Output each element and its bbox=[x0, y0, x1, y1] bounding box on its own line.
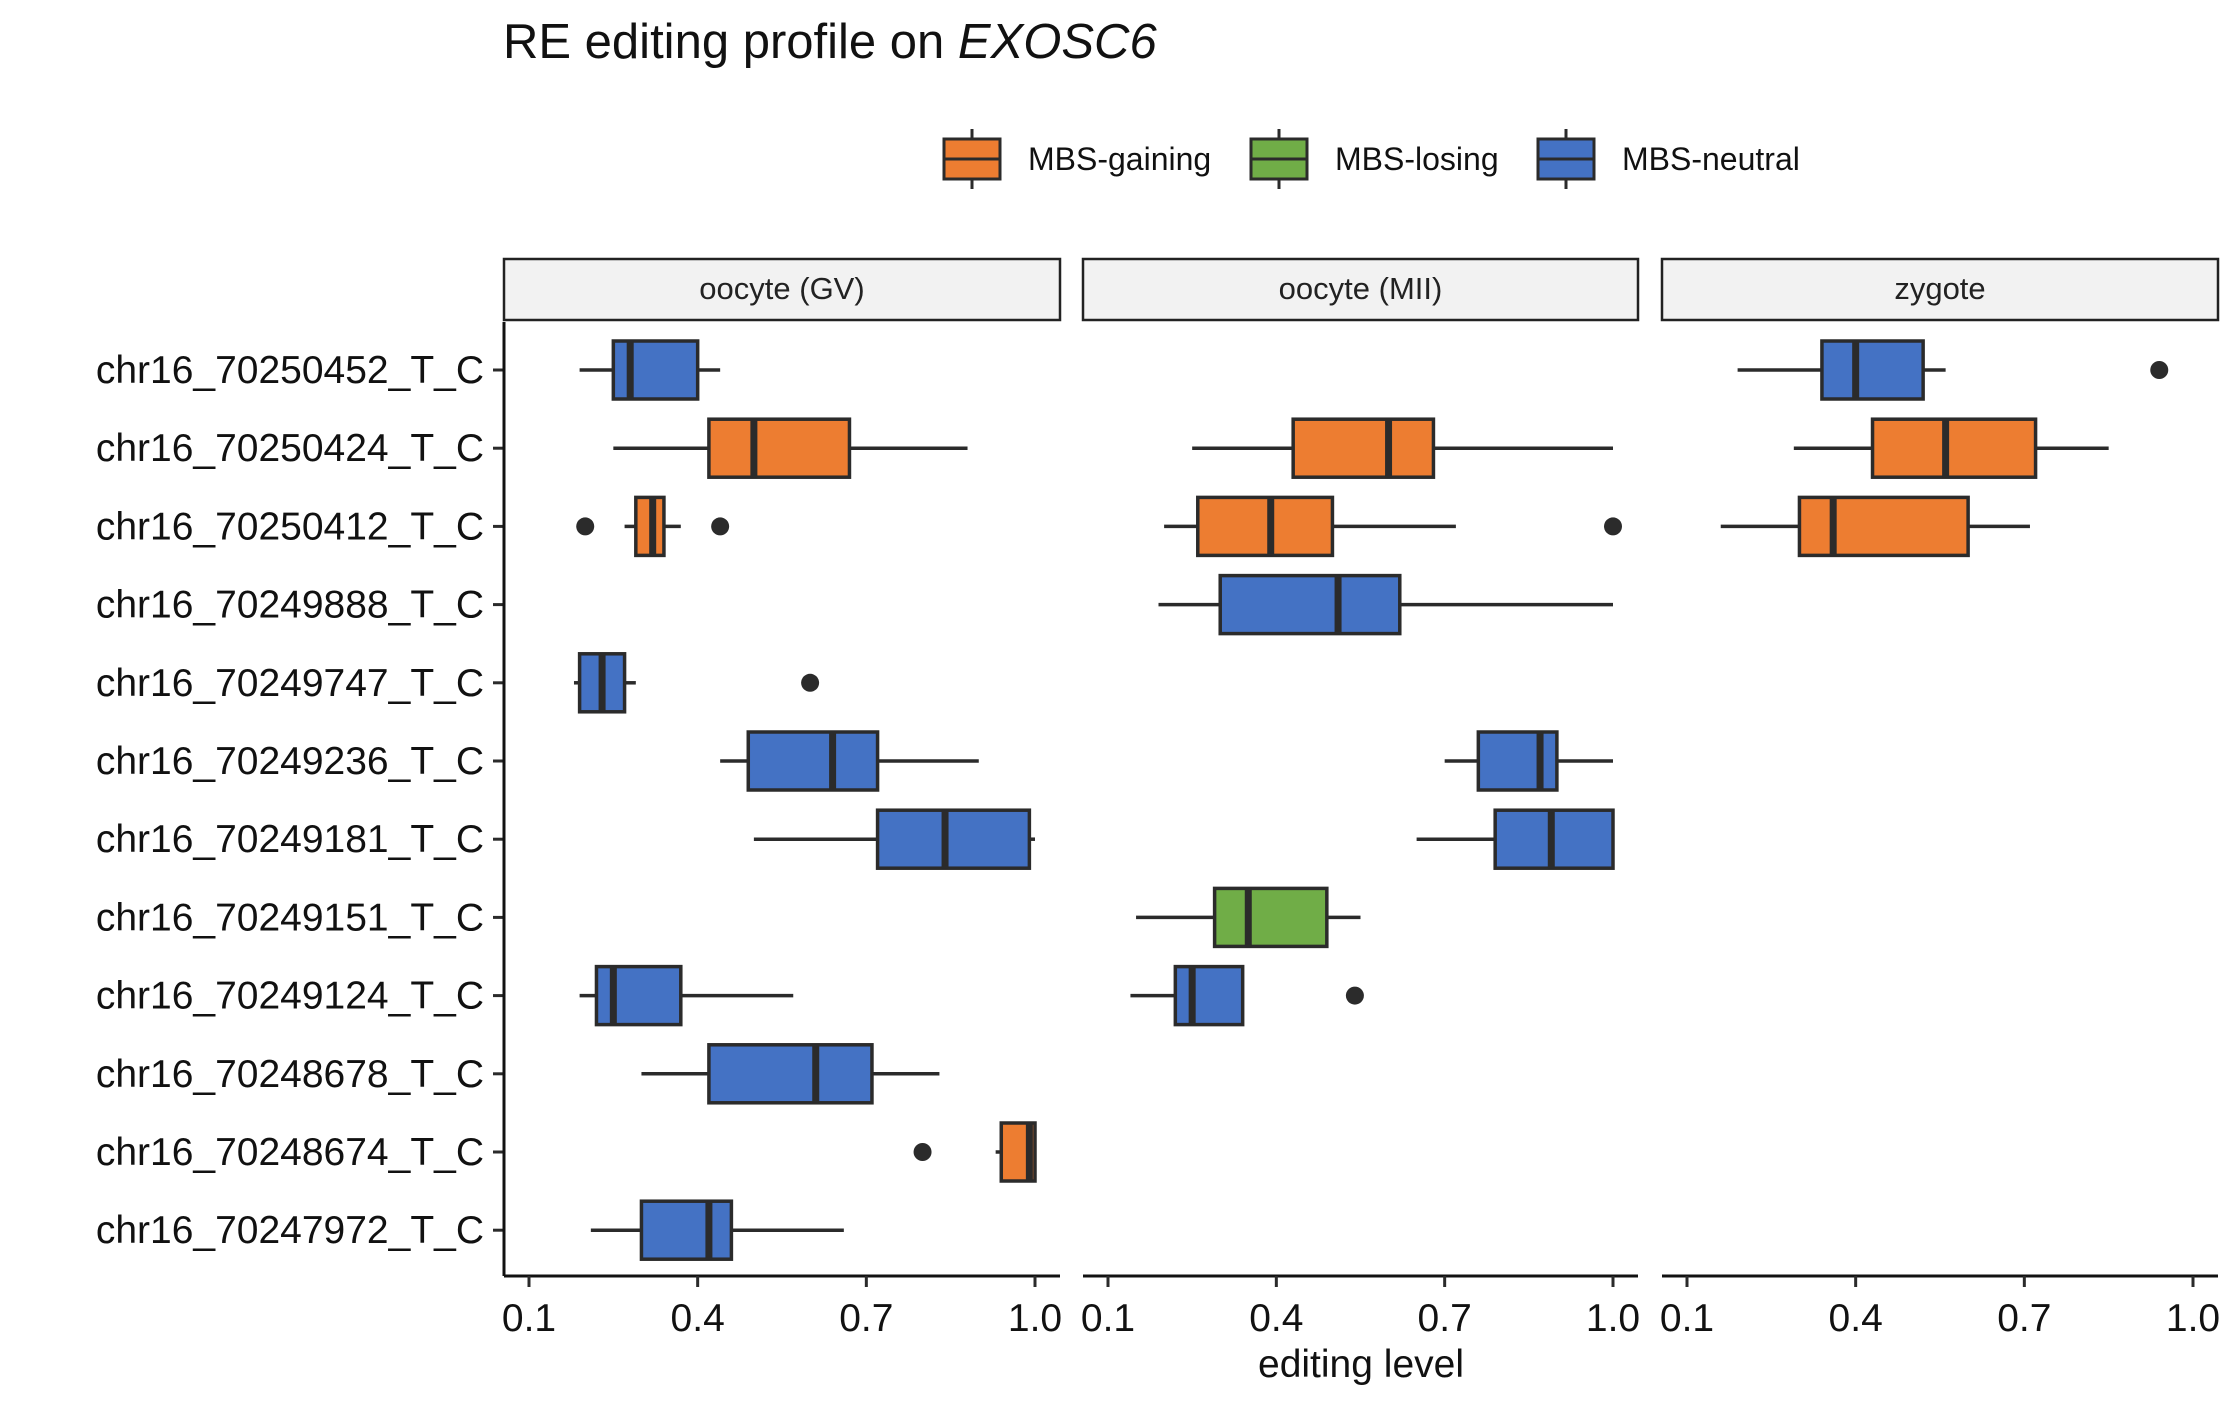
facet-strip bbox=[1081, 257, 1640, 322]
facet-strip-label: oocyte (MII) bbox=[1279, 271, 1443, 306]
y-axis: chr16_70250452_T_C chr16_70250424_T_C chr1… bbox=[96, 322, 506, 1276]
box-chr16_70250424_T_C bbox=[1793, 417, 2109, 479]
x-tick-label: 0.4 bbox=[671, 1297, 725, 1340]
box-chr16_70250452_T_C bbox=[579, 339, 721, 401]
y-tick-label: chr16_70250412_T_C bbox=[96, 505, 484, 548]
box-chr16_70248674_T_C bbox=[913, 1121, 1037, 1183]
box-chr16_70250452_T_C bbox=[1737, 339, 2169, 401]
iqr-box bbox=[875, 808, 1032, 870]
box-chr16_70249124_T_C bbox=[1130, 964, 1364, 1027]
x-tick-label: 0.1 bbox=[1081, 1297, 1135, 1340]
y-tick-label: chr16_70250424_T_C bbox=[96, 427, 484, 470]
x-tick-label: 0.7 bbox=[839, 1297, 893, 1340]
box-chr16_70249124_T_C bbox=[579, 964, 794, 1027]
x-tick-label: 1.0 bbox=[2166, 1297, 2220, 1340]
iqr-box bbox=[1173, 964, 1245, 1027]
iqr-box bbox=[1196, 495, 1335, 558]
facet-panel: oocyte (MII) 0.1 0.4 0.7 1.0 bbox=[1081, 257, 1640, 1340]
box-chr16_70248678_T_C bbox=[641, 1043, 940, 1105]
outlier-point bbox=[711, 517, 730, 536]
y-tick-label: chr16_70249236_T_C bbox=[96, 740, 484, 783]
facet-panel: zygote 0.1 0.4 0.7 1.0 bbox=[1660, 257, 2220, 1340]
y-tick-label: chr16_70249747_T_C bbox=[96, 662, 484, 705]
x-tick-label: 0.7 bbox=[1997, 1297, 2051, 1340]
iqr-box bbox=[1797, 495, 1970, 558]
legend-item: MBS-losing bbox=[1249, 129, 1499, 189]
iqr-box bbox=[1820, 339, 1925, 401]
x-tick-label: 0.1 bbox=[1660, 1297, 1714, 1340]
iqr-box bbox=[639, 1199, 734, 1261]
box-chr16_70249747_T_C bbox=[573, 652, 820, 714]
x-tick-label: 1.0 bbox=[1586, 1297, 1640, 1340]
y-tick-label: chr16_70248678_T_C bbox=[96, 1053, 484, 1096]
outlier-point bbox=[1345, 986, 1364, 1005]
legend-label: MBS-neutral bbox=[1622, 141, 1800, 177]
iqr-box bbox=[594, 964, 683, 1027]
chart-title-gene: EXOSC6 bbox=[957, 15, 1157, 69]
legend-item: MBS-neutral bbox=[1536, 129, 1800, 189]
box-chr16_70250412_T_C bbox=[1720, 495, 2030, 558]
facet-strip-label: oocyte (GV) bbox=[699, 271, 864, 306]
x-tick-label: 0.7 bbox=[1418, 1297, 1472, 1340]
x-tick-label: 0.1 bbox=[502, 1297, 556, 1340]
outlier-point bbox=[1604, 517, 1622, 536]
x-tick-label: 0.4 bbox=[1829, 1297, 1883, 1340]
facet-strip-label: zygote bbox=[1894, 271, 1985, 306]
iqr-box bbox=[1870, 417, 2038, 479]
box-chr16_70247972_T_C bbox=[590, 1199, 844, 1261]
box-chr16_70250412_T_C bbox=[576, 495, 730, 558]
iqr-box bbox=[1212, 886, 1329, 949]
y-tick-label: chr16_70250452_T_C bbox=[96, 349, 484, 392]
chart-title: RE editing profile on EXOSC6 bbox=[503, 14, 1157, 70]
box-chr16_70249888_T_C bbox=[1158, 573, 1613, 636]
box-chr16_70250424_T_C bbox=[1192, 417, 1613, 479]
box-chr16_70249151_T_C bbox=[1136, 886, 1361, 949]
legend: MBS-gaining MBS-losing MBS-neutral bbox=[942, 129, 1800, 189]
iqr-box bbox=[707, 1043, 874, 1105]
legend-label: MBS-losing bbox=[1335, 141, 1499, 177]
outlier-point bbox=[2150, 361, 2169, 379]
iqr-box bbox=[1291, 417, 1436, 479]
iqr-box bbox=[1218, 573, 1402, 636]
legend-item: MBS-gaining bbox=[942, 129, 1211, 189]
legend-label: MBS-gaining bbox=[1028, 141, 1211, 177]
x-tick-label: 0.4 bbox=[1249, 1297, 1303, 1340]
y-tick-label: chr16_70247972_T_C bbox=[96, 1209, 484, 1252]
box-chr16_70249181_T_C bbox=[753, 808, 1035, 870]
chart-title-prefix: RE editing profile on bbox=[503, 15, 958, 69]
box-chr16_70249236_T_C bbox=[1444, 730, 1613, 792]
box-chr16_70249181_T_C bbox=[1416, 808, 1615, 870]
y-tick-label: chr16_70249124_T_C bbox=[96, 975, 484, 1018]
outlier-point bbox=[913, 1143, 932, 1161]
y-tick-label: chr16_70248674_T_C bbox=[96, 1131, 484, 1174]
box-chr16_70250412_T_C bbox=[1164, 495, 1622, 558]
x-tick-label: 1.0 bbox=[1008, 1297, 1062, 1340]
facet-strip bbox=[502, 257, 1062, 322]
y-tick-label: chr16_70249181_T_C bbox=[96, 818, 484, 861]
box-chr16_70250424_T_C bbox=[613, 417, 968, 479]
y-tick-label: chr16_70249151_T_C bbox=[96, 896, 484, 939]
facet-strip bbox=[1660, 257, 2220, 322]
box-chr16_70249236_T_C bbox=[720, 730, 979, 792]
iqr-box bbox=[707, 417, 852, 479]
iqr-box bbox=[611, 339, 700, 401]
outlier-point bbox=[801, 673, 820, 692]
outlier-point bbox=[576, 517, 595, 536]
facet-panel: oocyte (GV) 0.1 0.4 0.7 1.0 bbox=[502, 257, 1062, 1340]
y-tick-label: chr16_70249888_T_C bbox=[96, 584, 484, 627]
facets: oocyte (GV) 0.1 0.4 0.7 1.0 oocyte (MII) 0.1 0.… bbox=[502, 257, 2220, 1340]
iqr-box bbox=[1476, 730, 1559, 792]
x-axis-label: editing level bbox=[1258, 1343, 1464, 1386]
iqr-box bbox=[746, 730, 880, 792]
